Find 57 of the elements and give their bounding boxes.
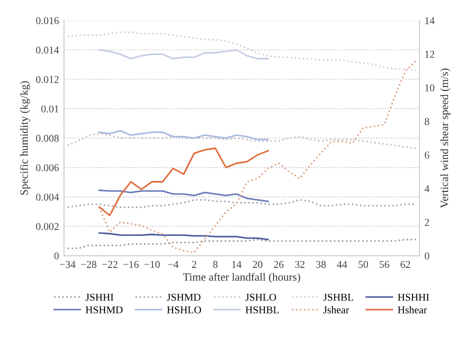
x-tick-label: −28 [81,260,96,268]
y2-tick-label: 12 [425,50,434,58]
x-tick-label: 26 [274,260,284,268]
line-series [98,147,269,216]
y-tick-label: 0.014 [36,46,59,54]
x-tick-label: −4 [168,260,178,268]
x-tick-label: 56 [380,260,390,268]
line-series [98,130,269,140]
legend-label: JSHLO [245,294,276,301]
legend-label: JSHBL [323,294,354,301]
x-tick-label: −22 [102,260,118,268]
y-axis-title: Specific humidity (kg/kg) [20,81,30,195]
x-tick-label: 32 [295,260,304,268]
legend-label: JSHMD [166,294,200,301]
x-tick-label: −10 [144,260,160,268]
x-tick-label: 20 [252,260,262,268]
line-series [98,60,417,254]
y-tick-label: 0.008 [36,134,59,142]
y2-tick-label: 4 [424,185,430,192]
y-tick-label: 0.006 [36,164,59,172]
x-tick-label: 2 [192,260,196,268]
line-series [98,232,269,240]
legend-label: HSHLO [167,306,202,314]
x-tick-label: 62 [400,260,410,268]
x-axis-title: Time after landfall (hours) [183,272,300,284]
y-tick-label: 0.002 [36,223,59,230]
x-tick-label: 44 [337,260,348,268]
y-tick-label: 0.01 [41,105,59,112]
x-tick-label: 14 [232,260,242,268]
legend-label: HSHHI [398,294,429,301]
x-tick-label: −34 [60,260,76,268]
line-series [66,31,417,72]
line-series [66,238,417,250]
y-tick-label: 0.004 [36,194,59,201]
legend-label: HSHMD [86,306,123,314]
line-series [98,190,269,202]
y-tick-label: 0.012 [36,76,59,84]
y2-tick-label: 14 [425,17,435,24]
line-series [66,132,417,150]
y-tick-label: 0 [54,252,59,260]
legend-label: Hshear [398,306,427,314]
legend-label: JSHHI [86,294,114,301]
y2-tick-label: 2 [424,218,429,226]
y2-axis-title: Vertical wind shear speed (m/s) [440,68,450,208]
line-series [98,49,269,60]
x-tick-label: −16 [123,260,139,268]
x-tick-label: 50 [358,260,368,268]
x-tick-label: 38 [316,260,326,268]
y2-tick-label: 10 [425,84,434,92]
legend-label: Jshear [323,306,350,314]
y2-tick-label: 8 [424,118,430,126]
x-tick-label: 8 [213,260,218,268]
y-tick-label: 0.016 [36,17,59,24]
y2-tick-label: 6 [424,152,430,159]
legend-label: HSHBL [246,306,279,314]
y2-tick-label: 0 [424,252,430,260]
line-series [66,199,417,208]
